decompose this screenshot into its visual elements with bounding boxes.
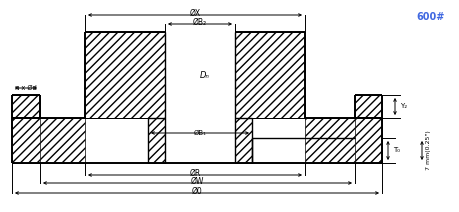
Polygon shape xyxy=(235,118,252,163)
Text: 7 mm(0.25"): 7 mm(0.25") xyxy=(425,131,430,170)
Text: ØB₂: ØB₂ xyxy=(192,18,207,27)
Text: Dₙ: Dₙ xyxy=(200,71,209,80)
Text: 600#: 600# xyxy=(416,12,444,22)
Polygon shape xyxy=(148,118,165,163)
Text: n x Ød: n x Ød xyxy=(15,85,37,91)
Text: T₀: T₀ xyxy=(392,148,399,153)
Polygon shape xyxy=(235,32,304,118)
Text: Y₂: Y₂ xyxy=(399,103,406,110)
Text: ØR: ØR xyxy=(189,169,200,178)
Text: ØB₁: ØB₁ xyxy=(193,130,206,136)
Polygon shape xyxy=(12,118,85,163)
Text: ØX: ØX xyxy=(189,9,200,18)
Polygon shape xyxy=(85,32,165,118)
Text: Ø0: Ø0 xyxy=(191,187,202,196)
Text: ØW: ØW xyxy=(190,177,204,186)
Polygon shape xyxy=(12,95,40,163)
Polygon shape xyxy=(354,95,381,163)
Polygon shape xyxy=(304,118,381,163)
